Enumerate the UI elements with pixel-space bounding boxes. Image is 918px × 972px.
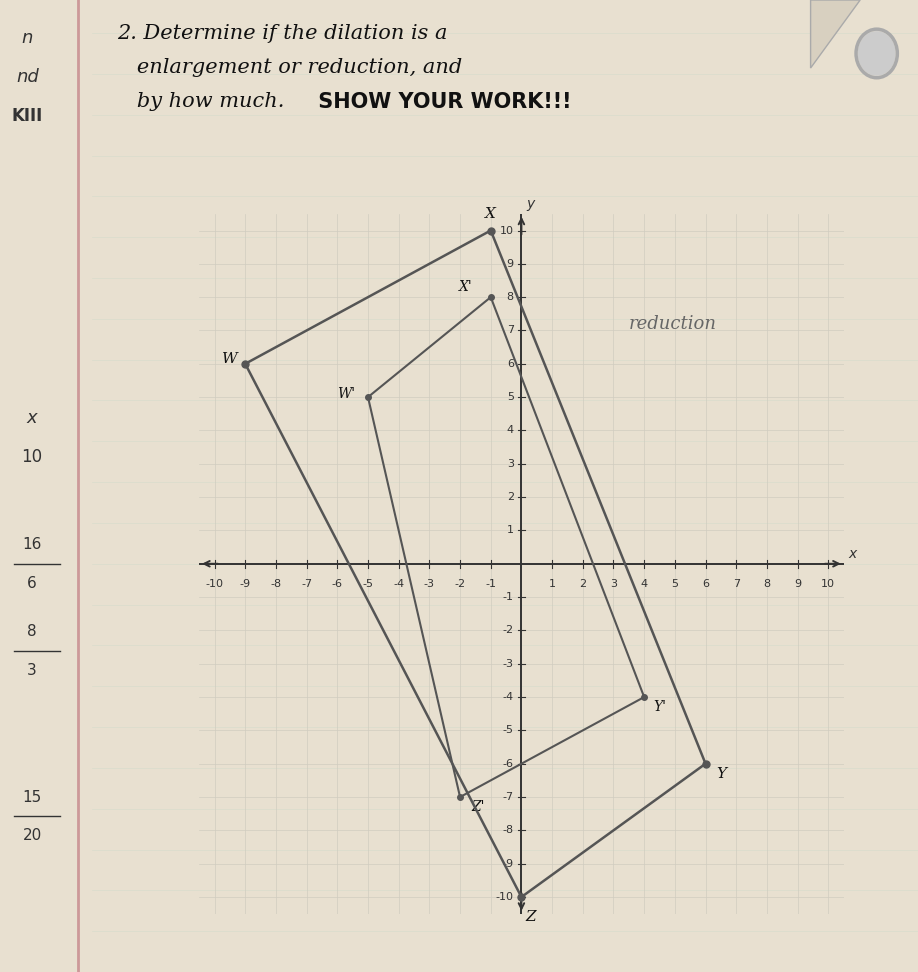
Text: 16: 16 (22, 537, 42, 552)
Text: 2. Determine if the dilation is a: 2. Determine if the dilation is a (117, 24, 447, 44)
Text: Y: Y (716, 767, 726, 781)
Text: -1: -1 (503, 592, 514, 602)
Text: KIII: KIII (12, 107, 43, 125)
Text: 3: 3 (28, 663, 37, 678)
Text: nd: nd (17, 68, 39, 87)
Text: -4: -4 (503, 692, 514, 702)
Text: -7: -7 (301, 578, 312, 589)
Text: 4: 4 (641, 578, 648, 589)
Text: W': W' (338, 387, 355, 400)
Text: 7: 7 (507, 326, 514, 335)
Text: 10: 10 (21, 448, 43, 466)
Text: 8: 8 (28, 624, 37, 640)
Text: Y': Y' (653, 700, 666, 714)
Circle shape (857, 31, 896, 76)
Text: 5: 5 (507, 392, 514, 402)
Text: reduction: reduction (629, 315, 717, 332)
Text: -5: -5 (363, 578, 374, 589)
Text: 6: 6 (507, 359, 514, 368)
Text: -5: -5 (503, 725, 514, 736)
Text: 3: 3 (507, 459, 514, 469)
Text: -3: -3 (503, 659, 514, 669)
Text: -10: -10 (206, 578, 224, 589)
Text: 4: 4 (507, 426, 514, 435)
Text: -6: -6 (331, 578, 342, 589)
Text: 2: 2 (507, 492, 514, 503)
Text: 8: 8 (507, 293, 514, 302)
Text: -4: -4 (393, 578, 404, 589)
Text: 3: 3 (610, 578, 617, 589)
Text: -9: -9 (503, 858, 514, 869)
Text: 20: 20 (23, 828, 41, 844)
Text: -2: -2 (503, 625, 514, 636)
Text: 7: 7 (733, 578, 740, 589)
Text: -2: -2 (454, 578, 465, 589)
Text: 8: 8 (764, 578, 770, 589)
Text: Z: Z (525, 910, 536, 924)
Text: n: n (22, 29, 33, 48)
Text: -6: -6 (503, 759, 514, 769)
Text: W: W (222, 352, 238, 365)
Text: x: x (27, 409, 38, 427)
Text: 5: 5 (671, 578, 678, 589)
Text: -8: -8 (271, 578, 282, 589)
Text: 6: 6 (702, 578, 709, 589)
Text: by how much.: by how much. (117, 92, 284, 112)
Text: y: y (527, 197, 535, 211)
Polygon shape (811, 0, 860, 68)
Text: 15: 15 (23, 789, 41, 805)
Text: Z': Z' (472, 800, 486, 814)
Text: -1: -1 (486, 578, 497, 589)
Text: X': X' (459, 280, 473, 295)
Text: x: x (849, 547, 857, 561)
Text: 2: 2 (579, 578, 587, 589)
Text: 1: 1 (507, 526, 514, 536)
Text: SHOW YOUR WORK!!!: SHOW YOUR WORK!!! (311, 92, 571, 113)
Text: enlargement or reduction, and: enlargement or reduction, and (117, 58, 462, 78)
Text: X: X (486, 207, 496, 221)
Text: -7: -7 (503, 792, 514, 802)
Text: -8: -8 (503, 825, 514, 835)
Text: 10: 10 (499, 226, 514, 235)
Text: 9: 9 (507, 259, 514, 269)
Text: 1: 1 (549, 578, 555, 589)
Text: -3: -3 (424, 578, 435, 589)
Text: 6: 6 (28, 575, 37, 591)
Text: -9: -9 (240, 578, 251, 589)
Text: 9: 9 (794, 578, 801, 589)
Text: 10: 10 (822, 578, 835, 589)
Text: -10: -10 (496, 892, 514, 902)
